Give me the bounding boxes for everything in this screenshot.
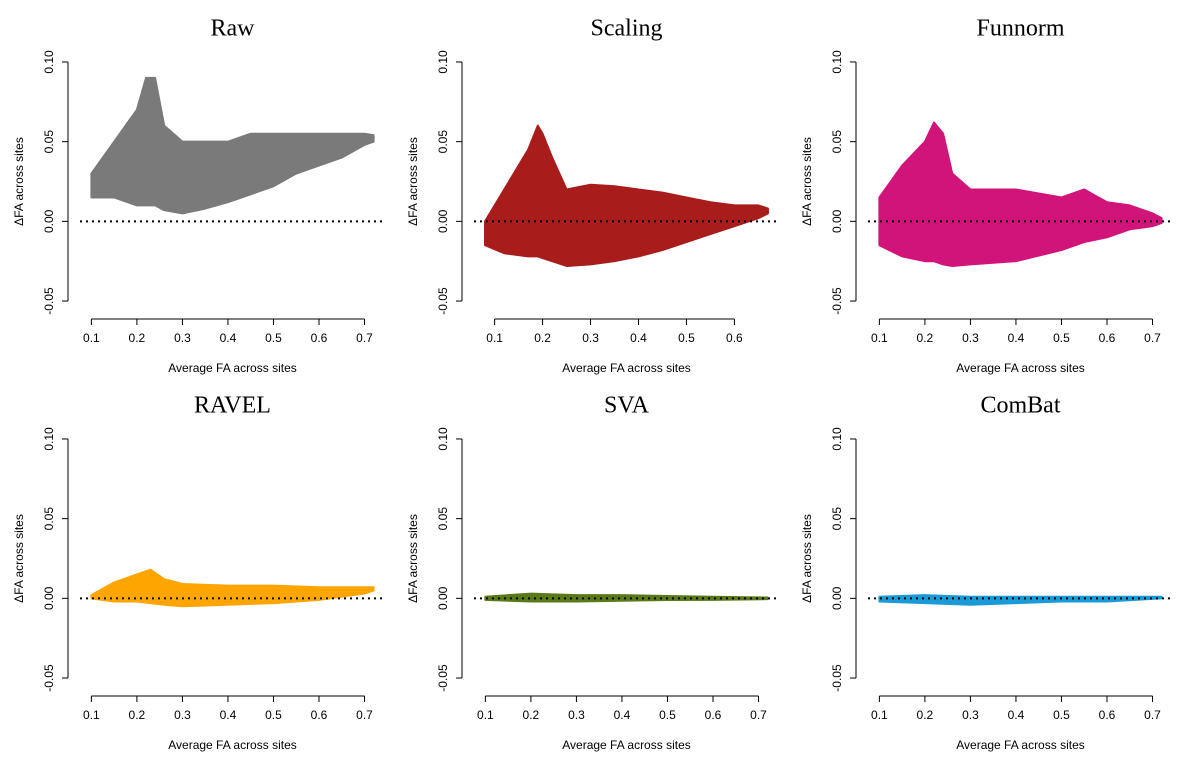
x-tick-label: 0.3 bbox=[962, 708, 979, 722]
x-tick-label: 0.6 bbox=[1099, 708, 1116, 722]
x-tick-label: 0.1 bbox=[871, 708, 888, 722]
x-tick-label: 0.4 bbox=[1008, 708, 1025, 722]
x-tick-label: 0.1 bbox=[83, 331, 100, 345]
x-axis-label: Average FA across sites bbox=[168, 361, 297, 375]
x-tick-label: 0.4 bbox=[220, 708, 237, 722]
x-tick-label: 0.3 bbox=[962, 331, 979, 345]
y-tick-label: 0.05 bbox=[42, 507, 56, 531]
x-tick-label: 0.2 bbox=[917, 331, 934, 345]
x-tick-label: 0.7 bbox=[1144, 331, 1161, 345]
x-axis-label: Average FA across sites bbox=[168, 738, 297, 752]
y-tick-label: -0.05 bbox=[830, 664, 844, 692]
x-tick-label: 0.1 bbox=[83, 708, 100, 722]
y-axis-label: ΔFA across sites bbox=[12, 514, 26, 603]
x-tick-label: 0.1 bbox=[477, 708, 494, 722]
y-tick-label: 0.00 bbox=[830, 586, 844, 610]
y-tick-label: 0.05 bbox=[42, 130, 56, 154]
y-axis-label: ΔFA across sites bbox=[12, 137, 26, 226]
x-axis-label: Average FA across sites bbox=[956, 361, 1085, 375]
x-tick-label: 0.1 bbox=[871, 331, 888, 345]
point-cloud bbox=[484, 592, 769, 603]
y-tick-label: 0.05 bbox=[436, 507, 450, 531]
chart-title: Raw bbox=[211, 16, 256, 42]
point-cloud bbox=[878, 121, 1163, 267]
x-tick-label: 0.6 bbox=[311, 708, 328, 722]
y-tick-label: 0.05 bbox=[436, 130, 450, 154]
y-tick-label: -0.05 bbox=[830, 287, 844, 315]
x-tick-label: 0.7 bbox=[356, 708, 373, 722]
chart-title: ComBat bbox=[980, 393, 1060, 419]
x-tick-label: 0.2 bbox=[129, 708, 146, 722]
x-tick-label: 0.7 bbox=[1144, 708, 1161, 722]
y-tick-label: 0.05 bbox=[830, 130, 844, 154]
x-tick-label: 0.2 bbox=[917, 708, 934, 722]
x-tick-label: 0.7 bbox=[750, 708, 767, 722]
y-tick-label: 0.00 bbox=[436, 586, 450, 610]
y-tick-label: 0.10 bbox=[830, 427, 844, 451]
x-tick-label: 0.5 bbox=[1053, 708, 1070, 722]
y-tick-label: -0.05 bbox=[436, 664, 450, 692]
y-axis-label: ΔFA across sites bbox=[406, 137, 420, 226]
x-tick-label: 0.3 bbox=[582, 331, 599, 345]
y-tick-label: 0.10 bbox=[436, 50, 450, 74]
x-tick-label: 0.5 bbox=[1053, 331, 1070, 345]
x-tick-label: 0.7 bbox=[356, 331, 373, 345]
y-axis-label: ΔFA across sites bbox=[800, 137, 814, 226]
y-tick-label: 0.00 bbox=[42, 586, 56, 610]
x-tick-label: 0.4 bbox=[614, 708, 631, 722]
x-tick-label: 0.4 bbox=[630, 331, 647, 345]
chart-title: Scaling bbox=[591, 16, 663, 42]
x-tick-label: 0.5 bbox=[265, 331, 282, 345]
x-tick-label: 0.5 bbox=[678, 331, 695, 345]
x-tick-label: 0.1 bbox=[486, 331, 503, 345]
y-tick-label: 0.00 bbox=[436, 209, 450, 233]
x-axis-label: Average FA across sites bbox=[956, 738, 1085, 752]
point-cloud bbox=[484, 124, 769, 267]
x-tick-label: 0.4 bbox=[220, 331, 237, 345]
chart-title: SVA bbox=[604, 393, 650, 419]
point-cloud bbox=[878, 594, 1163, 606]
point-cloud bbox=[90, 568, 375, 608]
y-axis-label: ΔFA across sites bbox=[406, 514, 420, 603]
x-tick-label: 0.6 bbox=[705, 708, 722, 722]
x-tick-label: 0.6 bbox=[311, 331, 328, 345]
x-tick-label: 0.6 bbox=[1099, 331, 1116, 345]
chart-title: RAVEL bbox=[194, 393, 271, 419]
x-tick-label: 0.5 bbox=[659, 708, 676, 722]
y-tick-label: -0.05 bbox=[436, 287, 450, 315]
chart-title: Funnorm bbox=[976, 16, 1064, 42]
y-tick-label: -0.05 bbox=[42, 287, 56, 315]
x-tick-label: 0.4 bbox=[1008, 331, 1025, 345]
y-tick-label: 0.05 bbox=[830, 507, 844, 531]
point-cloud bbox=[90, 76, 375, 215]
y-tick-label: 0.10 bbox=[830, 50, 844, 74]
x-tick-label: 0.5 bbox=[265, 708, 282, 722]
y-axis-label: ΔFA across sites bbox=[800, 514, 814, 603]
y-tick-label: 0.00 bbox=[830, 209, 844, 233]
y-tick-label: -0.05 bbox=[42, 664, 56, 692]
x-axis-label: Average FA across sites bbox=[562, 738, 691, 752]
y-tick-label: 0.00 bbox=[42, 209, 56, 233]
x-tick-label: 0.3 bbox=[174, 708, 191, 722]
x-axis-label: Average FA across sites bbox=[562, 361, 691, 375]
x-tick-label: 0.6 bbox=[726, 331, 743, 345]
x-tick-label: 0.3 bbox=[568, 708, 585, 722]
x-tick-label: 0.3 bbox=[174, 331, 191, 345]
x-tick-label: 0.2 bbox=[523, 708, 540, 722]
y-tick-label: 0.10 bbox=[42, 50, 56, 74]
x-tick-label: 0.2 bbox=[534, 331, 551, 345]
y-tick-label: 0.10 bbox=[42, 427, 56, 451]
x-tick-label: 0.2 bbox=[129, 331, 146, 345]
y-tick-label: 0.10 bbox=[436, 427, 450, 451]
